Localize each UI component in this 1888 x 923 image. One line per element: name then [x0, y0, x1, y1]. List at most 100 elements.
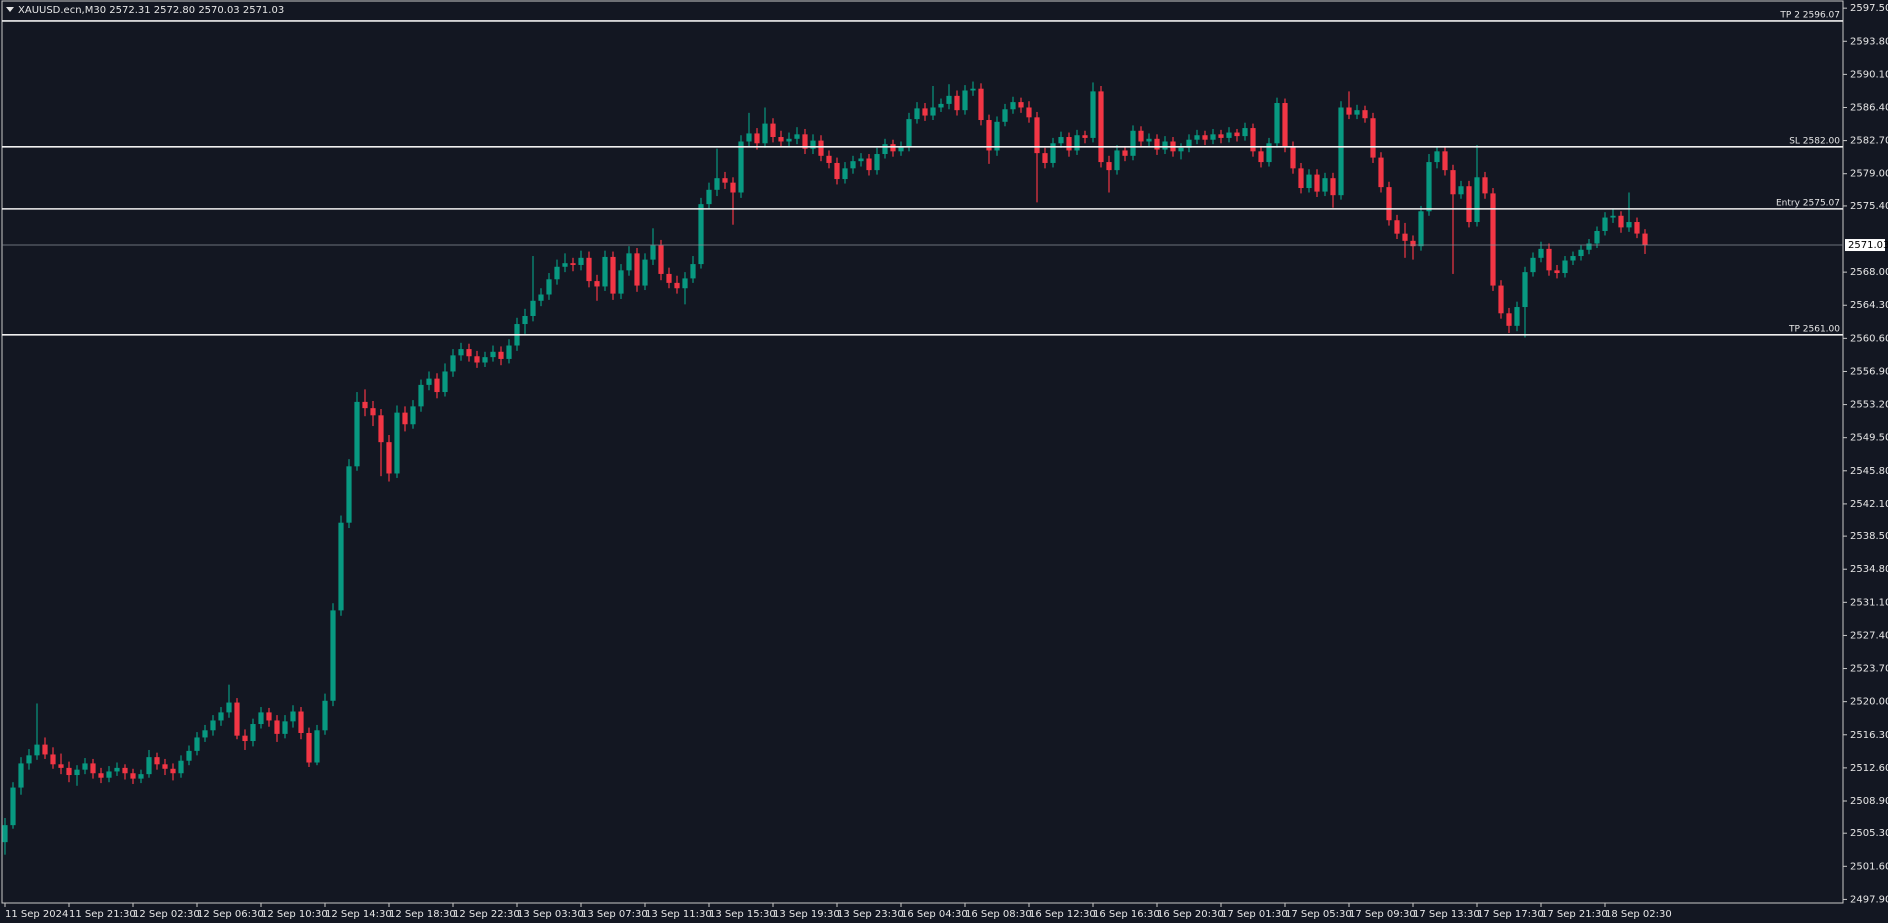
- candle-body: [906, 119, 912, 147]
- y-tick-label: 2497.90: [1850, 894, 1888, 905]
- y-tick-label: 2575.40: [1850, 201, 1888, 212]
- candle-body: [1602, 217, 1608, 231]
- y-tick-label: 2523.70: [1850, 664, 1888, 675]
- candle-body: [138, 774, 144, 779]
- current-price-label: 2571.03: [1848, 240, 1888, 251]
- candle-body: [778, 137, 784, 142]
- candle-body: [466, 349, 472, 357]
- candle-body: [458, 349, 464, 356]
- candle-body: [1522, 272, 1528, 308]
- candle-body: [810, 140, 816, 149]
- candle-body: [34, 744, 40, 756]
- candle-body: [1378, 157, 1384, 188]
- candle-body: [994, 121, 1000, 151]
- candle-body: [306, 732, 312, 763]
- y-tick-label: 2582.70: [1850, 136, 1888, 147]
- y-tick-label: 2586.40: [1850, 102, 1888, 113]
- y-tick-label: 2568.00: [1850, 267, 1888, 278]
- candle-body: [1506, 313, 1512, 326]
- candle-body: [1482, 177, 1488, 194]
- candle-body: [26, 755, 32, 764]
- candle-body: [1114, 150, 1120, 171]
- candle-body: [1306, 174, 1312, 189]
- candle-body: [1106, 162, 1112, 171]
- candle-body: [1578, 249, 1584, 257]
- y-tick-label: 2520.00: [1850, 697, 1888, 708]
- x-tick-label: 16 Sep 16:30: [1093, 909, 1160, 920]
- y-tick-label: 2590.10: [1850, 69, 1888, 80]
- candle-body: [234, 702, 240, 736]
- candle-body: [882, 144, 888, 155]
- candle-body: [402, 412, 408, 425]
- candle-body: [1562, 260, 1568, 274]
- candle-body: [210, 720, 216, 731]
- level-label: TP 2 2596.07: [1779, 10, 1840, 20]
- candle-body: [1362, 110, 1368, 119]
- candle-body: [1434, 151, 1440, 163]
- candle-body: [1026, 107, 1032, 118]
- candle-body: [698, 204, 704, 265]
- candle-body: [426, 378, 432, 385]
- candle-body: [1546, 248, 1552, 271]
- candle-body: [962, 90, 968, 111]
- candle-body: [474, 356, 480, 363]
- candle-body: [538, 294, 544, 301]
- candle-body: [706, 189, 712, 205]
- y-tick-label: 2501.60: [1850, 861, 1888, 872]
- candle-body: [202, 730, 208, 738]
- candle-body: [106, 771, 112, 778]
- candle-body: [490, 351, 496, 358]
- current-price-box: [1845, 239, 1885, 252]
- candle-body: [562, 263, 568, 267]
- candle-body: [1394, 220, 1400, 234]
- candle-body: [1074, 135, 1080, 151]
- candle-body: [66, 767, 72, 776]
- candle-body: [1514, 307, 1520, 326]
- candle-body: [818, 140, 824, 156]
- y-tick-label: 2556.90: [1850, 366, 1888, 377]
- x-tick-label: 18 Sep 02:30: [1605, 909, 1672, 920]
- x-tick-label: 13 Sep 11:30: [645, 909, 712, 920]
- candle-body: [58, 764, 64, 768]
- y-tick-label: 2560.60: [1850, 333, 1888, 344]
- candle-body: [434, 378, 440, 393]
- menu-arrow[interactable]: [6, 7, 14, 12]
- candle-body: [170, 768, 176, 774]
- x-tick-label: 12 Sep 10:30: [261, 909, 328, 920]
- candle-body: [586, 257, 592, 282]
- candle-body: [1202, 135, 1208, 140]
- candle-body: [1346, 107, 1352, 115]
- candle-body: [602, 256, 608, 287]
- y-tick-label: 2531.10: [1850, 597, 1888, 608]
- candle-body: [1442, 151, 1448, 171]
- x-tick-label: 13 Sep 19:30: [773, 909, 840, 920]
- candle-body: [282, 721, 288, 734]
- candle-body: [850, 161, 856, 169]
- candle-body: [1410, 240, 1416, 247]
- candle-body: [770, 123, 776, 138]
- candle-body: [1226, 132, 1232, 138]
- y-tick-label: 2597.50: [1850, 3, 1888, 14]
- candle-body: [970, 88, 976, 91]
- candle-body: [1338, 107, 1344, 196]
- candle-body: [162, 764, 168, 769]
- candle-body: [506, 345, 512, 359]
- candle-body: [1626, 222, 1632, 228]
- candle-body: [922, 108, 928, 116]
- candle-body: [418, 384, 424, 407]
- candle-body: [498, 351, 504, 359]
- candle-body: [690, 264, 696, 279]
- candle-body: [1058, 137, 1064, 144]
- candle-body: [1498, 285, 1504, 314]
- y-tick-label: 2516.30: [1850, 730, 1888, 741]
- candle-body: [530, 300, 536, 316]
- x-tick-label: 12 Sep 14:30: [325, 909, 392, 920]
- y-tick-label: 2579.00: [1850, 169, 1888, 180]
- candle-body: [618, 270, 624, 294]
- y-tick-label: 2545.80: [1850, 466, 1888, 477]
- candle-body: [722, 178, 728, 183]
- candle-body: [1370, 118, 1376, 158]
- candle-body: [754, 133, 760, 144]
- candle-body: [594, 281, 600, 287]
